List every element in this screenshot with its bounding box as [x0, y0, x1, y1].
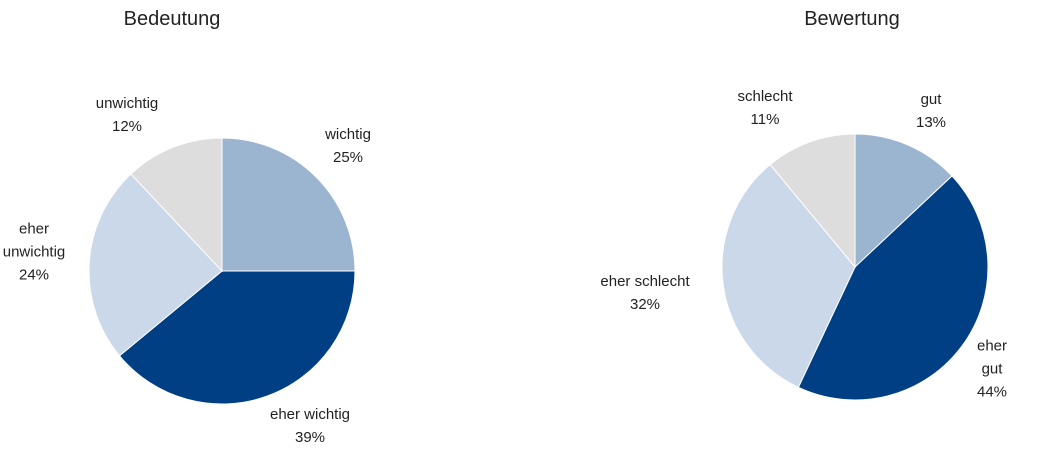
slice-label: schlecht 11%: [737, 85, 792, 131]
pie-plot: [88, 137, 356, 405]
pie-slice-eher-gut: [797, 175, 989, 401]
slice-label: unwichtig 12%: [96, 92, 159, 138]
slice-value-label: 12%: [111, 118, 143, 135]
pie-slice-eher-unwichtig: [88, 173, 223, 357]
slice-value-label: 39%: [294, 429, 326, 446]
slice-value-label: 24%: [18, 266, 50, 284]
slice-label: eher unwichtig 24%: [3, 218, 66, 287]
chart-title-text: Bewertung: [804, 8, 900, 30]
slice-label-text: schlecht: [737, 88, 793, 105]
pie-slice-unwichtig: [130, 137, 223, 273]
slice-label: eher gut 44%: [968, 335, 1016, 404]
slice-label: wichtig 25%: [325, 123, 371, 169]
slice-label-text: eher unwichtig: [2, 220, 66, 261]
slice-label: eher wichtig 39%: [270, 403, 350, 449]
pie-slice-eher-wichtig: [118, 270, 356, 405]
pie-slice-gut: [854, 133, 953, 269]
slice-label-text: eher schlecht: [600, 273, 690, 290]
slice-value-label: 32%: [629, 296, 661, 313]
slice-value-label: 13%: [915, 114, 947, 131]
slice-value-label: 25%: [332, 149, 364, 166]
pie-slice-schlecht: [769, 133, 856, 269]
pie-slice-wichtig: [221, 137, 356, 272]
slice-label-text: gut: [920, 91, 942, 108]
slice-label: gut 13%: [916, 88, 946, 134]
pie-chart-bedeutung: Bedeutung wichtig 25% eher wichtig 39% eher …: [3, 8, 371, 449]
slice-label-text: wichtig: [325, 126, 371, 143]
chart-title-text: Bedeutung: [123, 8, 221, 30]
pie-slice-eher-schlecht: [721, 163, 856, 389]
slice-label-text: unwichtig: [95, 95, 159, 112]
slice-label-text: eher gut: [976, 337, 1008, 378]
pie-chart-bewertung: Bewertung gut 13% eher gut 44% eher schlecht…: [520, 0, 1040, 454]
slice-value-label: 44%: [976, 383, 1008, 401]
slice-label: eher schlecht 32%: [600, 270, 689, 316]
slice-label-text: eher wichtig: [269, 406, 351, 423]
slice-value-label: 11%: [750, 111, 780, 128]
pie-plot: [721, 133, 989, 401]
